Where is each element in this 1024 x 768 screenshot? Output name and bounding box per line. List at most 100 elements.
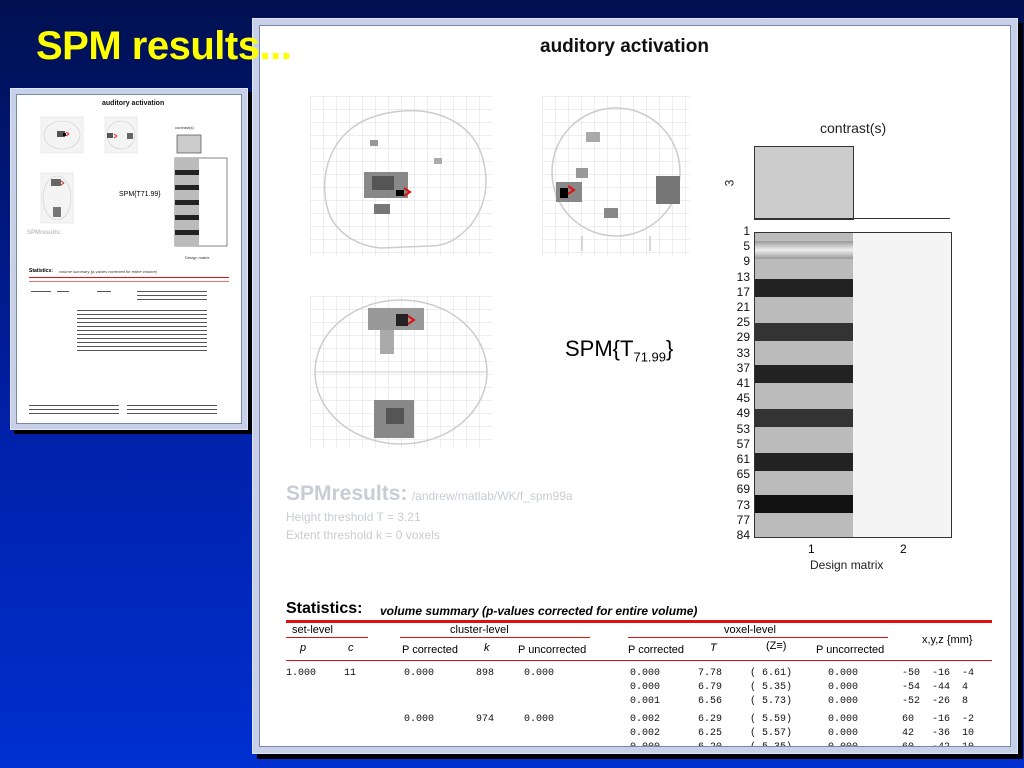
spm-t-close: } xyxy=(666,336,674,361)
group-set-level: set-level xyxy=(292,624,333,636)
design-matrix-row-label: 21 xyxy=(736,300,750,314)
table-cell: -26 xyxy=(932,696,951,707)
statistics-header-rule xyxy=(286,660,992,661)
table-cell: -4 xyxy=(962,668,975,679)
table-cell: 0.000 xyxy=(828,696,859,707)
design-matrix-row-label: 65 xyxy=(736,467,750,481)
design-matrix-row-label: 17 xyxy=(736,285,750,299)
thumb-mip-coronal xyxy=(104,116,138,154)
table-cell: 0.002 xyxy=(630,714,661,725)
mip-axial xyxy=(310,296,492,448)
design-matrix-row-label: 84 xyxy=(736,528,750,542)
table-cell: 0.000 xyxy=(828,682,859,693)
rule-set-level xyxy=(286,637,368,638)
table-cell: 8 xyxy=(962,696,969,707)
design-matrix-row-label: 33 xyxy=(736,346,750,360)
design-matrix-row-label: 13 xyxy=(736,270,750,284)
table-cell: 0.002 xyxy=(630,728,661,739)
thumb-mip-sagittal xyxy=(40,116,84,154)
spm-results-info: SPMresults: /andrew/matlab/WK/f_spm99a H… xyxy=(286,482,573,542)
statistics-title: Statistics: xyxy=(286,600,363,617)
table-cell: 0.000 xyxy=(404,714,435,725)
mip-coronal xyxy=(542,96,690,256)
table-cell: 6.79 xyxy=(698,682,723,693)
results-page-frame[interactable]: auditory activation xyxy=(252,18,1018,754)
table-cell: -36 xyxy=(932,728,951,739)
col-z: (Z≡) xyxy=(766,640,787,652)
col-c: c xyxy=(348,642,354,654)
table-cell: ( 6.61) xyxy=(750,668,793,679)
table-cell: -2 xyxy=(962,714,975,725)
col-voxel-p-uncorrected: P uncorrected xyxy=(816,644,885,656)
thumbnail-title: auditory activation xyxy=(102,100,165,107)
spm-t-base: SPM{T xyxy=(565,336,634,361)
group-coordinates: x,y,z {mm} xyxy=(922,634,973,646)
design-matrix-row-label: 37 xyxy=(736,361,750,375)
contrast-label: contrast(s) xyxy=(820,120,887,136)
table-cell: 0.000 xyxy=(828,728,859,739)
col-k: k xyxy=(484,642,490,654)
design-matrix-row-label: 49 xyxy=(736,406,750,420)
table-cell: -44 xyxy=(932,682,951,693)
thumbnail-results-heading: SPMresults: xyxy=(27,230,62,236)
design-matrix-row-label: 53 xyxy=(736,422,750,436)
extent-threshold: Extent threshold k = 0 voxels xyxy=(286,528,440,542)
table-cell: -16 xyxy=(932,668,951,679)
design-matrix-row-label: 77 xyxy=(736,513,750,527)
thumb-design-matrix xyxy=(174,157,228,247)
design-matrix-row-label: 25 xyxy=(736,315,750,329)
document-title: auditory activation xyxy=(540,36,709,57)
table-cell: 60 xyxy=(902,714,915,725)
col-cluster-p-corrected: P corrected xyxy=(402,644,459,656)
thumbnail-spm-t: SPM{T71.99} xyxy=(119,191,161,198)
table-cell: 6.25 xyxy=(698,728,723,739)
table-cell: 6.29 xyxy=(698,714,723,725)
design-matrix-row-label: 5 xyxy=(743,239,750,253)
col-p: p xyxy=(300,642,307,654)
table-cell: -50 xyxy=(902,668,921,679)
table-cell: 0.000 xyxy=(630,668,661,679)
design-matrix-row-label: 1 xyxy=(743,224,750,238)
contrast-number: 3 xyxy=(722,179,737,187)
spm-t-subscript: 71.99 xyxy=(633,349,667,365)
contrast-bar xyxy=(754,146,854,220)
col-voxel-p-corrected: P corrected xyxy=(628,644,685,656)
design-matrix-row-label: 57 xyxy=(736,437,750,451)
thumbnail-page: auditory activation xyxy=(16,94,242,424)
results-page: auditory activation xyxy=(259,25,1011,747)
design-matrix-row-label: 45 xyxy=(736,391,750,405)
thumb-mip-axial xyxy=(40,172,74,224)
design-matrix-row-label: 9 xyxy=(743,254,750,268)
design-matrix-col-2: 2 xyxy=(900,542,907,556)
mip-sagittal xyxy=(310,96,492,256)
spm-t-label: SPM{T71.99} xyxy=(565,336,673,364)
table-cell: 0.000 xyxy=(630,682,661,693)
rule-cluster-level xyxy=(400,637,590,638)
table-cell: ( 5.35) xyxy=(750,742,792,746)
statistics-subtitle: volume summary (p-values corrected for e… xyxy=(380,604,698,618)
table-cell: 7.78 xyxy=(698,668,723,679)
table-cell: ( 5.35) xyxy=(750,682,793,693)
group-voxel-level: voxel-level xyxy=(724,624,776,636)
table-cell: 42 xyxy=(902,728,915,739)
table-cell: 0.000 xyxy=(524,668,555,679)
thumbnail-page-frame[interactable]: auditory activation xyxy=(10,88,248,430)
table-cell: 0.001 xyxy=(630,696,661,707)
rule-voxel-level xyxy=(628,637,888,638)
col-cluster-p-uncorrected: P uncorrected xyxy=(518,644,587,656)
table-cell: -54 xyxy=(902,682,921,693)
table-cell: ( 5.73) xyxy=(750,696,793,707)
table-cell: 10 xyxy=(962,728,975,739)
table-cell: 0.000 xyxy=(828,742,858,746)
group-cluster-level: cluster-level xyxy=(450,624,509,636)
table-cell: 11 xyxy=(344,668,357,679)
thumbnail-design-matrix-label: Design matrix xyxy=(185,255,210,260)
thumbnail-figures xyxy=(29,116,229,414)
table-cell: 0.000 xyxy=(828,668,859,679)
table-cell: 60 xyxy=(902,742,914,746)
table-cell: 0.000 xyxy=(524,714,555,725)
contrast-axis xyxy=(754,218,950,219)
slide-title: SPM results... xyxy=(36,24,292,68)
spm-results-path: /andrew/matlab/WK/f_spm99a xyxy=(411,489,573,503)
table-cell: -42 xyxy=(932,742,950,746)
